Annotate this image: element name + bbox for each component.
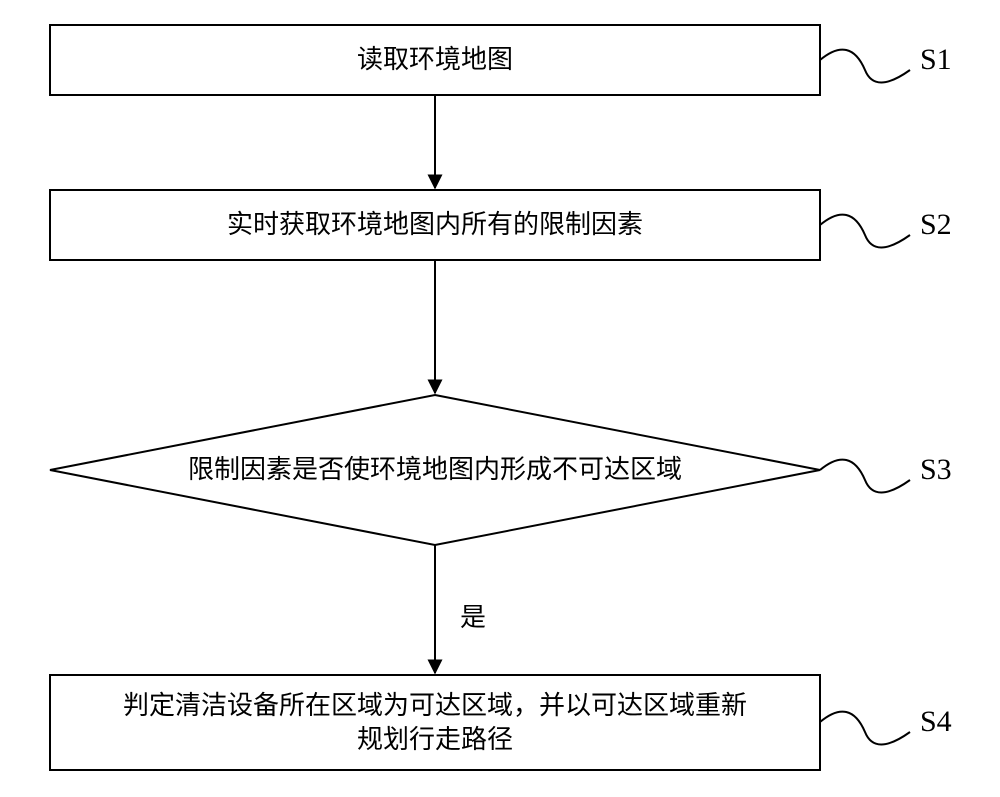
s3-squiggle [820, 460, 910, 493]
s2-text: 实时获取环境地图内所有的限制因素 [227, 210, 643, 239]
s3-label-connector: S3 [820, 453, 952, 493]
edge-s3-s4-label: 是 [460, 603, 486, 632]
s2-squiggle [820, 215, 910, 248]
s1-label: S1 [920, 43, 952, 76]
s1-squiggle [820, 50, 910, 83]
step-s1: 读取环境地图 [50, 25, 820, 95]
s4-label-connector: S4 [820, 705, 952, 745]
s1-label-connector: S1 [820, 43, 952, 83]
step-s3: 限制因素是否使环境地图内形成不可达区域 [50, 395, 820, 545]
s2-label: S2 [920, 208, 952, 241]
s4-text-line1: 判定清洁设备所在区域为可达区域，并以可达区域重新 [123, 691, 747, 720]
s2-label-connector: S2 [820, 208, 952, 248]
s3-text: 限制因素是否使环境地图内形成不可达区域 [188, 455, 682, 484]
s4-label: S4 [920, 705, 952, 738]
s1-text: 读取环境地图 [357, 45, 513, 74]
s4-box [50, 675, 820, 770]
s3-label: S3 [920, 453, 952, 486]
s4-text-line2: 规划行走路径 [357, 725, 513, 754]
s4-squiggle [820, 712, 910, 745]
step-s4: 判定清洁设备所在区域为可达区域，并以可达区域重新 规划行走路径 [50, 675, 820, 770]
step-s2: 实时获取环境地图内所有的限制因素 [50, 190, 820, 260]
